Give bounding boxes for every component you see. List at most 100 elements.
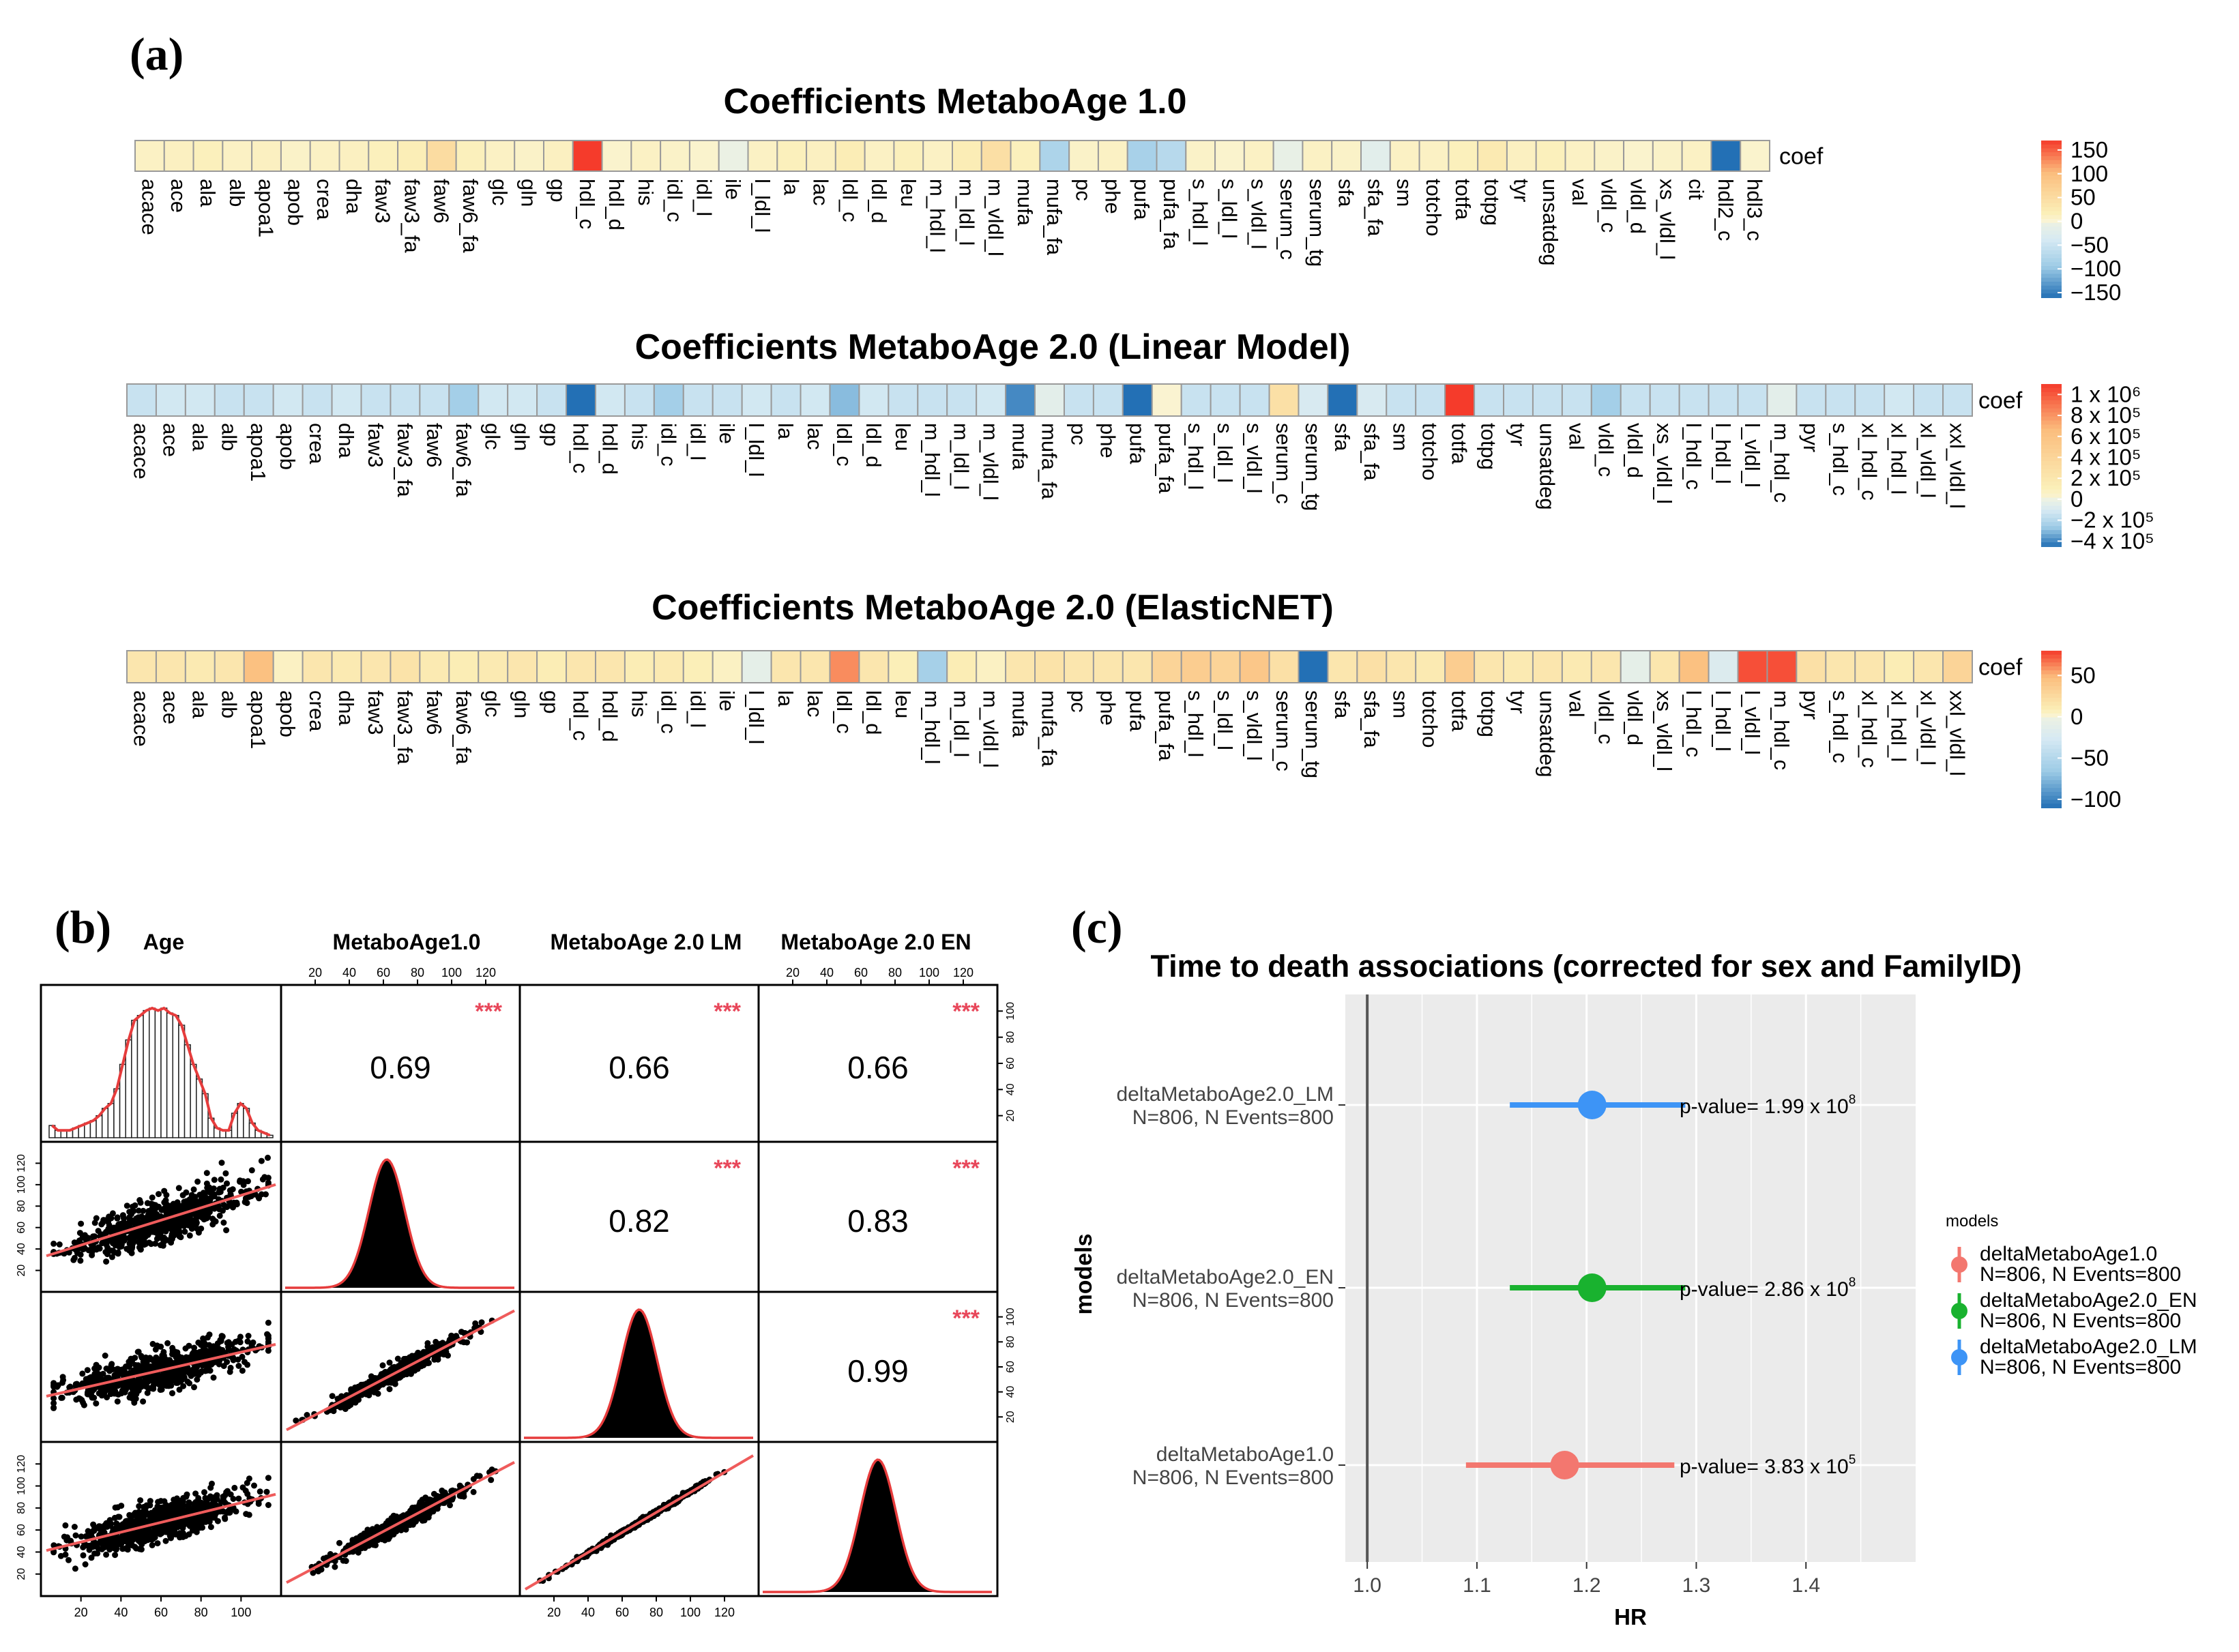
hm3-col-label: sfa_fa: [1360, 690, 1384, 748]
scatter-age-lm-point: [166, 1357, 173, 1363]
pairs-right-axis-row1-label: 20: [1005, 1110, 1016, 1122]
scatter-age-mage1-point: [194, 1178, 201, 1185]
hm1-cell-vldl_d: [1623, 140, 1654, 172]
hm1-legend-swatch: [2041, 282, 2062, 286]
hm1-cell-pc: [1068, 140, 1099, 172]
scatter-age-mage1-point: [216, 1212, 223, 1219]
scatter-age-en-point: [82, 1561, 89, 1567]
scatter-age-lm-point: [120, 1366, 127, 1372]
forest-legend-key-dot: [1951, 1349, 1967, 1366]
hm2-row-label: coef: [1978, 388, 2023, 414]
hm2-cell-ace: [155, 383, 186, 417]
scatter-mage1-en-point: [424, 1509, 430, 1516]
scatter-age-en-point: [115, 1514, 121, 1520]
hm1-col-label: leu: [896, 179, 920, 207]
scatter-age-en-point: [103, 1551, 110, 1558]
scatter-age-en-point: [205, 1511, 212, 1518]
hm1-legend-swatch: [2041, 179, 2062, 185]
hm2-col-label: xl_hdl_c: [1858, 423, 1882, 501]
scatter-age-mage1-point: [258, 1157, 265, 1164]
age-histogram-bar: [184, 1044, 191, 1138]
forest-xtick-label: 1.4: [1791, 1574, 1820, 1597]
hm3-cell-serum_c: [1268, 650, 1300, 683]
scatter-age-mage1-point: [56, 1241, 63, 1248]
hm2-cell-hdl_d: [594, 383, 626, 417]
hm1-legend-swatch: [2041, 226, 2062, 232]
forest-xlabel: HR: [1614, 1604, 1647, 1629]
scatter-mage1-en-point: [340, 1557, 347, 1564]
hm3-col-label: gp: [540, 690, 564, 713]
hm3-cell-ldl_d: [858, 650, 890, 683]
scatter-age-mage1-point: [233, 1199, 240, 1206]
hm2-legend-swatch: [2041, 392, 2062, 397]
hm3-legend-swatch: [2041, 764, 2062, 769]
hm2-cell-pc: [1063, 383, 1094, 417]
scatter-mage1-en-point: [430, 1508, 437, 1515]
scatter-age-lm-point: [144, 1389, 151, 1396]
hm1-cell-faw6_fa: [455, 140, 486, 172]
hm3-legend-swatch: [2041, 662, 2062, 667]
scatter-age-lm-point: [158, 1343, 164, 1350]
hm1-col-label: vldl_c: [1597, 179, 1621, 233]
forest-legend-name: deltaMetaboAge2.0_LM: [1980, 1336, 2197, 1358]
hm2-cell-lac: [800, 383, 831, 417]
pairs-top-axis-en: 20 40 60 80 100 120: [786, 966, 974, 985]
scatter-age-lm-point: [210, 1374, 217, 1381]
hm2-cell-pyr: [1796, 383, 1827, 417]
scatter-age-mage1-point: [99, 1240, 106, 1247]
hm1-cell-sm: [1389, 140, 1420, 172]
hm3-cell-l_hdl_l: [1708, 650, 1739, 683]
scatter-age-mage1-fit-line: [46, 1183, 276, 1258]
hm2-legend-swatch: [2041, 518, 2062, 523]
scatter-age-lm-point: [114, 1383, 121, 1389]
scatter-age-en-point: [220, 1508, 226, 1515]
pairs-right-axis-row3-label: 40: [1005, 1386, 1016, 1398]
panel-a-label: (a): [130, 28, 184, 80]
scatter-age-mage1-point: [115, 1250, 121, 1257]
scatter-age-en-point: [154, 1540, 161, 1547]
forest-xtick-label: 1.2: [1572, 1574, 1601, 1597]
forest-legend-n: N=806, N Events=800: [1980, 1356, 2181, 1378]
hm2-cell-mufa_fa: [1034, 383, 1065, 417]
pairs-left-axis-row2-label: 20: [16, 1265, 27, 1277]
scatter-age-mage1-point: [265, 1175, 272, 1181]
scatter-age-lm-point: [120, 1371, 127, 1378]
scatter-mage1-lm-point: [445, 1352, 451, 1359]
scatter-mage1-en-point: [372, 1542, 379, 1548]
scatter-age-lm-point: [226, 1368, 233, 1375]
hm3-col-label: glc: [481, 690, 505, 718]
hm1-col-label: val: [1568, 179, 1592, 206]
hm1-col-label: gp: [546, 179, 570, 202]
forest-point: [1577, 1091, 1607, 1119]
hm2-col-label: faw3_fa: [393, 423, 417, 497]
scatter-age-lm-point: [182, 1345, 189, 1352]
hm3-legend-swatch: [2041, 658, 2062, 664]
scatter-age-lm-point: [84, 1367, 91, 1374]
hm3-col-label: mufa: [1008, 690, 1032, 738]
hm2-cell-s_hdl_l: [1180, 383, 1212, 417]
scatter-age-lm-point: [91, 1394, 98, 1401]
forest-model-n: N=806, N Events=800: [1132, 1106, 1334, 1129]
hm2-cell-xl_hdl_c: [1854, 383, 1886, 417]
hm3-legend-swatch: [2041, 776, 2062, 781]
pairs-top-axis-en-label: 120: [953, 966, 974, 979]
hm3-legend-swatch: [2041, 761, 2062, 765]
scatter-age-mage1-point: [114, 1215, 121, 1222]
hm2-col-label: his: [627, 423, 651, 450]
hm2-legend-tick-label: 0: [2070, 486, 2083, 512]
density-lm-area: [524, 1310, 755, 1438]
scatter-age-mage1-point: [111, 1224, 117, 1231]
scatter-age-lm-point: [168, 1382, 175, 1389]
scatter-age-en-point: [265, 1502, 272, 1508]
scatter-age-lm-point: [153, 1371, 160, 1378]
hm2-col-label: l_hdl_l: [1711, 423, 1735, 484]
scatter-age-mage1-point: [140, 1207, 147, 1214]
hm2-legend-swatch: [2041, 497, 2062, 503]
scatter-age-mage1-point: [119, 1212, 126, 1219]
hm1-cell-idl_l: [688, 140, 720, 172]
density-mage1: [285, 1158, 516, 1289]
scatter-mage1-en-point: [332, 1563, 338, 1570]
hm3-cell-xl_hdl_l: [1884, 650, 1915, 683]
hm3-legend-swatch: [2041, 792, 2062, 797]
